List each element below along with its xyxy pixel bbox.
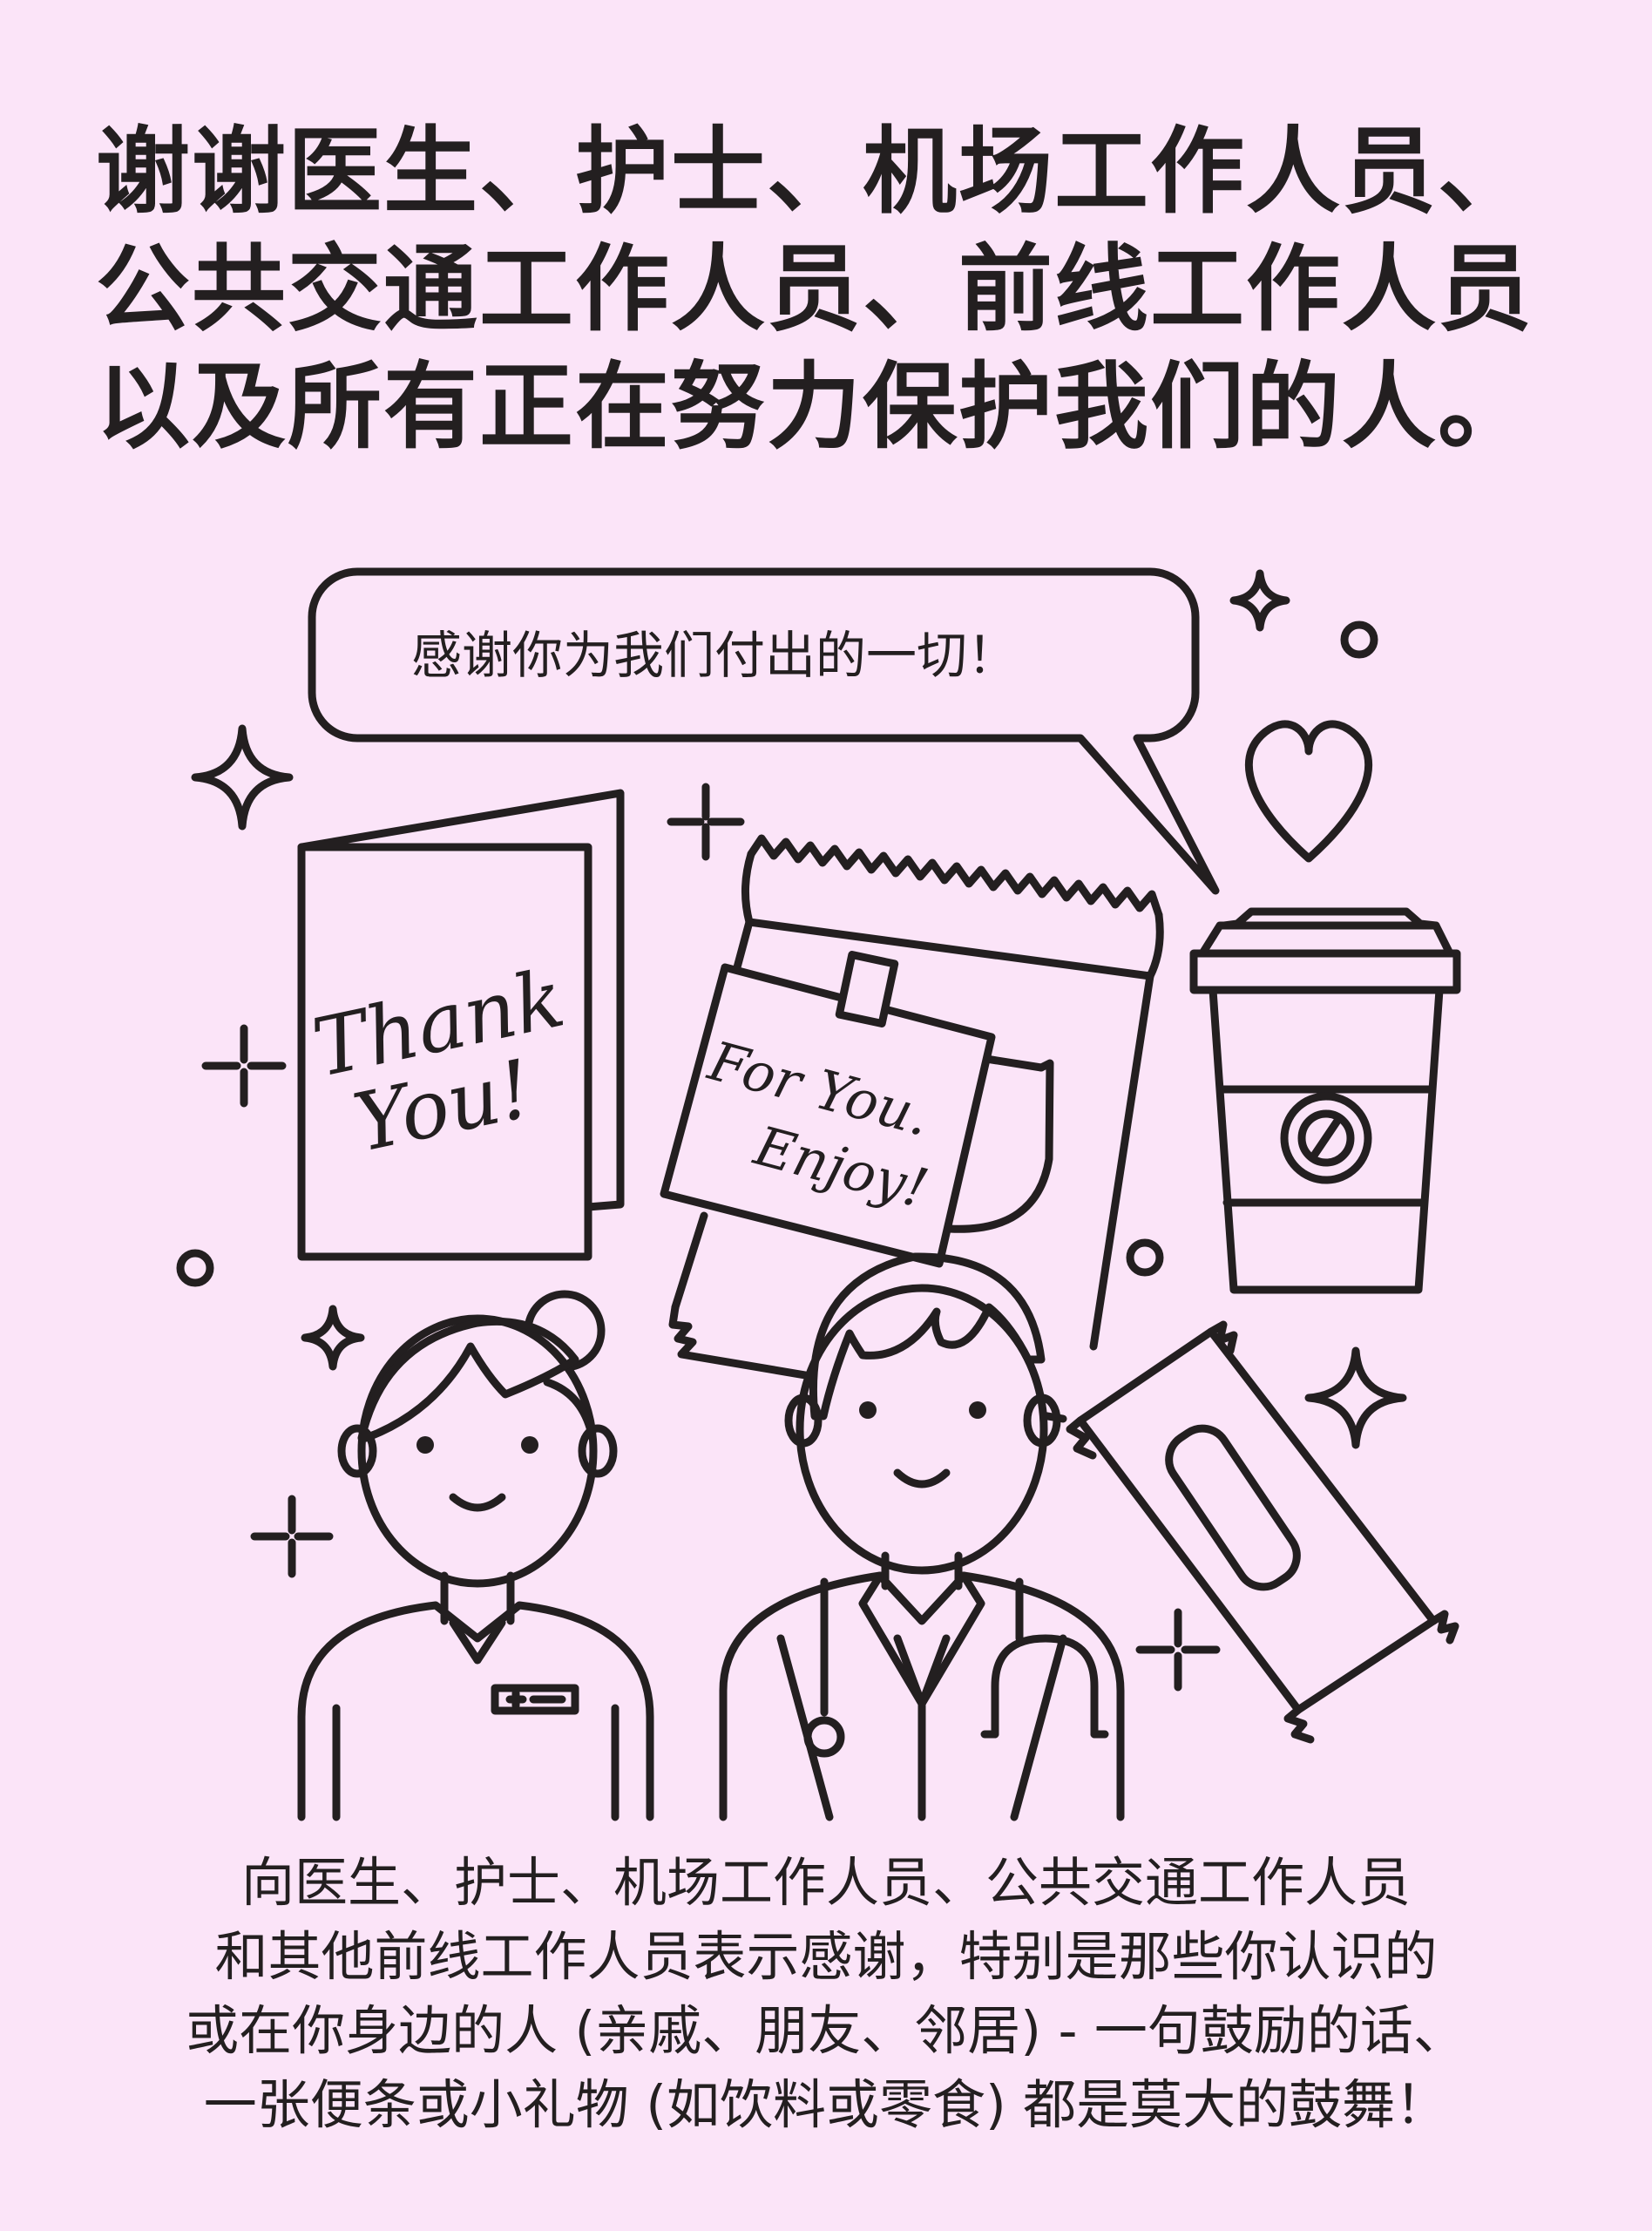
headline-line-1: 谢谢医生、护士、机场工作人员、 [96, 118, 1534, 227]
stethoscope-icon [803, 1577, 1109, 1758]
headline-line-2: 公共交通工作人员、前线工作人员 [96, 235, 1534, 344]
body-line-1: 向医生、护士、机场工作人员、公共交通工作人员 [240, 1852, 1411, 1914]
coffee-cup-icon [1189, 907, 1461, 1294]
nurse-icon [297, 1290, 654, 1821]
heart-icon [1244, 720, 1373, 863]
headline: 谢谢医生、护士、机场工作人员、 公共交通工作人员、前线工作人员 以及所有正在努力… [96, 113, 1594, 466]
snack-bag-icon [668, 834, 1164, 1423]
plus-sparkle-icon [201, 783, 1221, 1692]
body-copy: 向医生、护士、机场工作人员、公共交通工作人员 和其他前线工作人员表示感谢，特别是… [78, 1846, 1574, 2142]
snack-bar-icon [1066, 1320, 1459, 1744]
speech-bubble-icon [308, 567, 1220, 895]
doctor-icon [719, 1252, 1125, 1821]
body-line-3: 或在你身边的人 (亲戚、朋友、邻居) - 一句鼓励的话、 [186, 2000, 1466, 2062]
thank-you-card-icon: Thank You! [297, 789, 625, 1261]
headline-line-3: 以及所有正在努力保护我们的人。 [96, 353, 1534, 462]
sparkle-icon [191, 569, 1407, 1449]
circle-dot-icon [176, 620, 1378, 1287]
body-line-4: 一张便条或小礼物 (如饮料或零食) 都是莫大的鼓舞！ [203, 2074, 1449, 2136]
note-card-icon: For You. Enjoy! [660, 951, 996, 1268]
speech-bubble-text: 感谢你为我们付出的一切！ [410, 626, 1018, 685]
body-line-2: 和其他前线工作人员表示感谢，特别是那些你认识的 [214, 1926, 1438, 1988]
